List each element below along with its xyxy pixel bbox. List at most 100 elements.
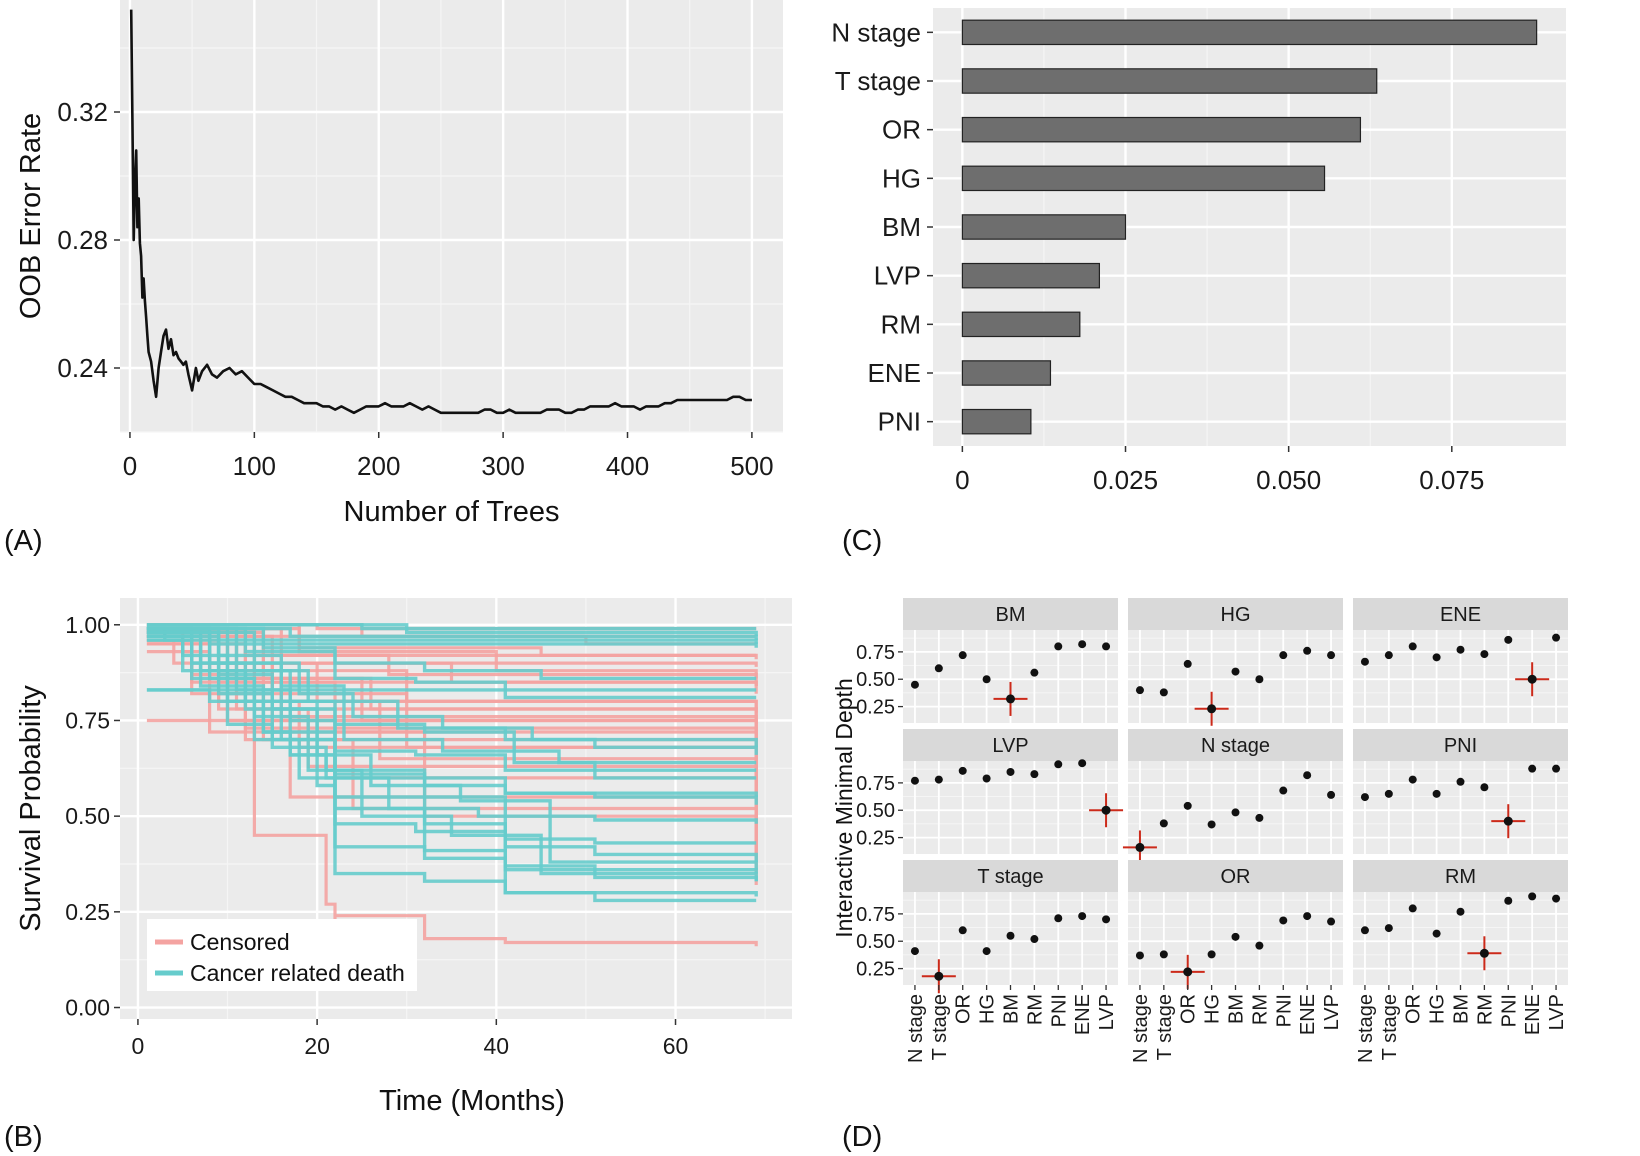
facet-x-tick-label: HG (1202, 994, 1224, 1024)
panel-a-x-tick-label: 200 (357, 451, 400, 481)
facet-y-tick-label: 0.25 (856, 959, 895, 981)
survival-curve (146, 626, 757, 700)
facet-x-tick-label: RM (1474, 994, 1496, 1025)
survival-curve (146, 626, 757, 681)
depth-point-bm (1006, 694, 1015, 704)
panel-label-a: (A) (4, 525, 43, 557)
panel-label-d: (D) (842, 1121, 882, 1153)
importance-bar-t-stage (961, 68, 1378, 94)
depth-point-hg (982, 675, 991, 684)
panel-a-y-tick-label: 0.28 (57, 225, 108, 255)
depth-point-pni (1504, 635, 1513, 644)
panel-c-x-tick-label: 0.075 (1419, 465, 1484, 495)
depth-point-n-stage (1135, 842, 1145, 852)
facet-strip-title: PNI (1444, 735, 1477, 757)
depth-point-lvp (1101, 805, 1111, 815)
depth-point-ene (1078, 759, 1087, 768)
facet-strip-title: ENE (1440, 604, 1481, 626)
panel-a-x-tick-label: 400 (606, 451, 649, 481)
facet-y-tick-label: 0.50 (856, 669, 895, 691)
depth-point-pni (1054, 642, 1063, 651)
facet-y-tick-label: 0.25 (856, 697, 895, 719)
facet-x-tick-label: HG (1427, 994, 1449, 1024)
depth-point-hg (1432, 789, 1441, 798)
depth-point-lvp (1327, 917, 1336, 926)
depth-point-rm (1255, 813, 1264, 822)
facet-strip-title: RM (1445, 866, 1476, 888)
depth-point-bm (1006, 931, 1015, 940)
panel-c-category-label: ENE (868, 358, 921, 388)
depth-point-n-stage (1135, 951, 1144, 960)
depth-point-t-stage (1384, 789, 1393, 798)
panel-b-y-tick-label: 1.00 (65, 612, 110, 638)
depth-point-bm (1231, 667, 1240, 676)
facet-strip (1353, 860, 1568, 892)
depth-point-bm (1456, 777, 1465, 786)
depth-point-n-stage (910, 947, 919, 956)
facet-y-tick-label: 0.50 (856, 931, 895, 953)
depth-point-t-stage (934, 664, 943, 673)
importance-bar-or (961, 116, 1362, 143)
depth-point-lvp (1552, 764, 1561, 773)
depth-point-lvp (1102, 642, 1111, 651)
survival-curve (146, 630, 758, 755)
panel-a-y-tick-label: 0.24 (57, 353, 108, 383)
depth-point-bm (1456, 907, 1465, 916)
depth-point-bm (1006, 767, 1015, 776)
panel-c-category-label: N stage (831, 17, 921, 47)
panel-d-y-axis-title: Interactive Minimal Depth (831, 678, 857, 938)
depth-point-rm (1255, 675, 1264, 684)
depth-point-t-stage (1159, 950, 1168, 959)
facet-x-tick-label: ENE (1072, 994, 1094, 1035)
panel-b-y-tick-label: 0.75 (65, 707, 110, 733)
panel-c-category-label: BM (882, 212, 921, 242)
panel-a-y-axis-title: OOB Error Rate (15, 113, 47, 319)
depth-point-t-stage (1159, 688, 1168, 697)
panel-a-oob-error-chart: 0 100 200 300 400 500 0.24 0.28 0.32 Number of Tr… (15, 0, 783, 528)
depth-point-lvp (1552, 633, 1561, 642)
facet-x-tick-label: BM (1226, 994, 1248, 1024)
facet-bm: BM 0.25 0.50 0.75 (856, 598, 1118, 723)
depth-point-hg (1207, 820, 1216, 829)
facet-pni: PNI (1353, 729, 1568, 854)
facet-strip-title: HG (1221, 604, 1251, 626)
facet-strip (1128, 860, 1343, 892)
facet-x-tick-label: LVP (1096, 994, 1118, 1030)
facet-strip (903, 729, 1118, 761)
depth-point-ene (1527, 674, 1537, 684)
depth-point-pni (1279, 651, 1288, 660)
facet-x-tick-label: BM (1001, 994, 1023, 1024)
depth-point-or (958, 926, 967, 935)
depth-point-t-stage (1159, 819, 1168, 828)
panel-c-category-label: HG (882, 163, 921, 193)
facet-y-tick-label: 0.25 (856, 828, 895, 850)
depth-point-or (1408, 775, 1417, 784)
facet-y-tick-label: 0.50 (856, 800, 895, 822)
depth-point-ene (1078, 640, 1087, 649)
facet-x-tick-label: RM (1024, 994, 1046, 1025)
panel-a-x-tick-label: 300 (481, 451, 524, 481)
facet-x-tick-label: ENE (1297, 994, 1319, 1035)
legend-box (147, 919, 417, 991)
facet-n-stage: N stage (1122, 729, 1343, 865)
depth-point-rm (1480, 650, 1489, 659)
depth-point-rm (1255, 941, 1264, 950)
panel-b-y-axis-title: Survival Probability (15, 685, 47, 932)
panel-c-category-label: RM (881, 309, 921, 339)
depth-point-rm (1479, 948, 1489, 958)
facet-strip (903, 860, 1118, 892)
panel-c-category-label: PNI (878, 407, 921, 437)
depth-point-ene (1078, 912, 1087, 921)
legend-label: Censored (190, 929, 290, 955)
facet-x-tick-label: OR (1403, 994, 1425, 1024)
facet-strip-title: T stage (977, 866, 1043, 888)
depth-point-or (1183, 659, 1192, 668)
depth-point-pni (1504, 896, 1513, 905)
importance-bar-n-stage (961, 19, 1538, 46)
depth-point-hg (982, 947, 991, 956)
survival-curve (146, 638, 758, 824)
facet-x-tick-label: T stage (929, 994, 951, 1060)
panel-b-x-tick-label: 0 (132, 1033, 145, 1059)
facet-strip-title: OR (1221, 866, 1251, 888)
